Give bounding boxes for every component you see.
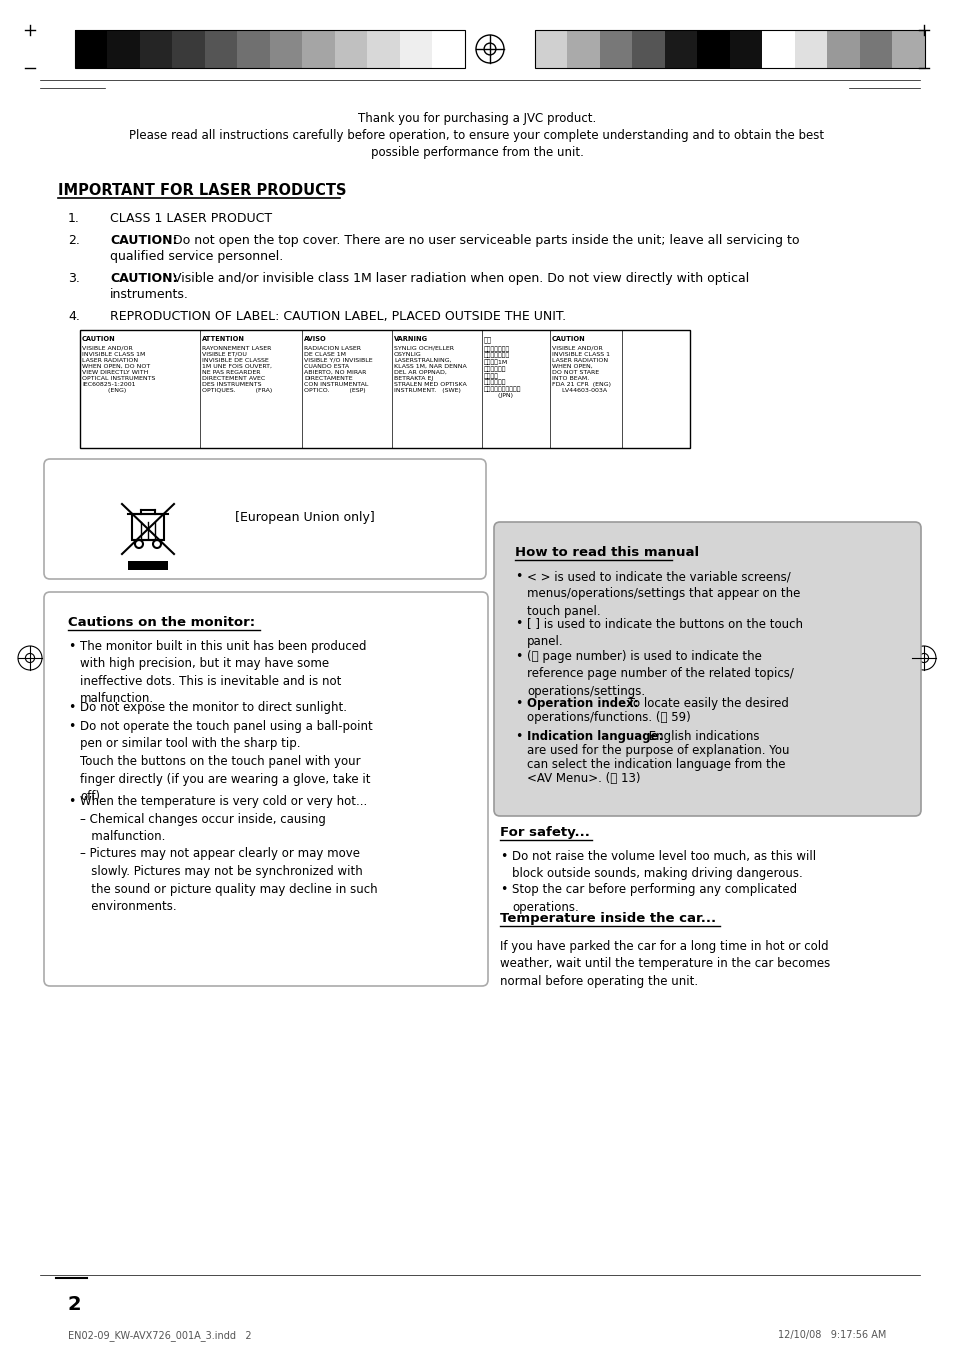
Text: Do not expose the monitor to direct sunlight.: Do not expose the monitor to direct sunl… [80,700,347,714]
Text: 2.: 2. [68,234,80,247]
Text: 3.: 3. [68,272,80,285]
Text: •: • [515,571,522,583]
Text: 1.: 1. [68,212,80,224]
Bar [535,30,924,68]
Bar [859,30,892,68]
Text: How to read this manual: How to read this manual [515,546,699,558]
Text: •: • [515,617,522,630]
Text: •: • [499,883,507,896]
Text: Stop the car before performing any complicated
operations.: Stop the car before performing any compl… [512,883,797,914]
Text: CAUTION:: CAUTION: [110,234,177,247]
Text: instruments.: instruments. [110,288,189,301]
Text: Do not operate the touch panel using a ball-point
pen or similar tool with the s: Do not operate the touch panel using a b… [80,721,373,803]
Bar [237,30,270,68]
Text: For safety...: For safety... [499,826,589,840]
Bar [140,30,172,68]
Text: To locate easily the desired: To locate easily the desired [623,698,788,710]
Text: VISIBLE AND/OR
INVISIBLE CLASS 1
LASER RADIATION
WHEN OPEN,
DO NOT STARE
INTO BE: VISIBLE AND/OR INVISIBLE CLASS 1 LASER R… [552,346,610,393]
Text: VARNING: VARNING [394,337,428,342]
Text: can select the indication language from the: can select the indication language from … [526,758,784,771]
Text: possible performance from the unit.: possible performance from the unit. [370,146,583,160]
Text: 注意: 注意 [483,337,492,342]
Bar [664,30,697,68]
Text: [ ] is used to indicate the buttons on the touch
panel.: [ ] is used to indicate the buttons on t… [526,617,802,648]
Bar [794,30,826,68]
Bar [302,30,335,68]
Bar [367,30,399,68]
Text: ATTENTION: ATTENTION [202,337,245,342]
Text: Visible and/or invisible class 1M laser radiation when open. Do not view directl: Visible and/or invisible class 1M laser … [172,272,748,285]
Text: Indication language:: Indication language: [526,730,662,744]
Text: •: • [68,795,75,808]
Bar [826,30,859,68]
Bar [599,30,632,68]
Text: •: • [68,721,75,733]
Text: 12/10/08   9:17:56 AM: 12/10/08 9:17:56 AM [777,1330,885,1340]
Text: REPRODUCTION OF LABEL: CAUTION LABEL, PLACED OUTSIDE THE UNIT.: REPRODUCTION OF LABEL: CAUTION LABEL, PL… [110,310,565,323]
FancyBboxPatch shape [44,592,488,986]
Bar [80,330,689,448]
Text: SYNLIG OCH/ELLER
OSYNLIG
LASERSTRALNING,
KLASS 1M, NAR DENNA
DEL AR OPPNAD,
BETR: SYNLIG OCH/ELLER OSYNLIG LASERSTRALNING,… [394,346,466,393]
Text: If you have parked the car for a long time in hot or cold
weather, wait until th: If you have parked the car for a long ti… [499,940,829,988]
Bar [432,30,464,68]
Text: < > is used to indicate the variable screens/
menus/operations/settings that app: < > is used to indicate the variable scr… [526,571,800,618]
Bar [172,30,205,68]
Text: are used for the purpose of explanation. You: are used for the purpose of explanation.… [526,744,789,757]
Bar [270,30,302,68]
Text: •: • [515,698,522,710]
Text: 4.: 4. [68,310,80,323]
Text: operations/functions. (ⓖ 59): operations/functions. (ⓖ 59) [526,711,690,725]
Text: CAUTION: CAUTION [552,337,585,342]
Text: CAUTION: CAUTION [82,337,115,342]
Text: Operation index:: Operation index: [526,698,638,710]
Text: Please read all instructions carefully before operation, to ensure your complete: Please read all instructions carefully b… [130,128,823,142]
Text: Thank you for purchasing a JVC product.: Thank you for purchasing a JVC product. [357,112,596,124]
Text: CAUTION:: CAUTION: [110,272,177,285]
Text: Temperature inside the car...: Temperature inside the car... [499,913,716,925]
Text: <AV Menu>. (ⓖ 13): <AV Menu>. (ⓖ 13) [526,772,639,786]
Text: English indications: English indications [644,730,759,744]
Text: •: • [515,650,522,662]
Text: 2: 2 [68,1295,82,1314]
Text: RADIACION LASER
DE CLASE 1M
VISIBLE Y/O INVISIBLE
CUANDO ESTA
ABIERTO, NO MIRAR
: RADIACION LASER DE CLASE 1M VISIBLE Y/O … [304,346,373,393]
Bar [132,514,164,539]
Text: IMPORTANT FOR LASER PRODUCTS: IMPORTANT FOR LASER PRODUCTS [58,183,346,197]
Bar [535,30,567,68]
Bar [128,561,168,571]
Bar [399,30,432,68]
FancyBboxPatch shape [44,458,485,579]
Text: VISIBLE AND/OR
INVISIBLE CLASS 1M
LASER RADIATION
WHEN OPEN, DO NOT
VIEW DIRECTL: VISIBLE AND/OR INVISIBLE CLASS 1M LASER … [82,346,155,393]
Text: Cautions on the monitor:: Cautions on the monitor: [68,617,254,629]
Text: AVISO: AVISO [304,337,327,342]
Text: Do not open the top cover. There are no user serviceable parts inside the unit; : Do not open the top cover. There are no … [172,234,799,247]
FancyBboxPatch shape [494,522,920,817]
Text: (ⓖ page number) is used to indicate the
reference page number of the related top: (ⓖ page number) is used to indicate the … [526,650,793,698]
Bar [335,30,367,68]
Bar [697,30,729,68]
Text: qualified service personnel.: qualified service personnel. [110,250,283,264]
Bar [567,30,599,68]
Text: •: • [515,730,522,744]
Text: EN02-09_KW-AVX726_001A_3.indd   2: EN02-09_KW-AVX726_001A_3.indd 2 [68,1330,252,1341]
Text: When the temperature is very cold or very hot...
– Chemical changes occur inside: When the temperature is very cold or ver… [80,795,377,913]
Text: •: • [499,850,507,863]
Text: RAYONNEMENT LASER
VISIBLE ET/OU
INVISIBLE DE CLASSE
1M UNE FOIS OUVERT,
NE PAS R: RAYONNEMENT LASER VISIBLE ET/OU INVISIBL… [202,346,272,393]
Text: [European Union only]: [European Union only] [234,511,375,525]
Bar [75,30,108,68]
Bar [75,30,464,68]
Bar [632,30,664,68]
Text: •: • [68,639,75,653]
Text: The monitor built in this unit has been produced
with high precision, but it may: The monitor built in this unit has been … [80,639,366,706]
Bar [108,30,140,68]
Text: ここを開くと可
視やらは不可視
のクラス1M
レーザー放射
出ます。
光学機器で直
視しないでください。
       (JPN): ここを開くと可 視やらは不可視 のクラス1M レーザー放射 出ます。 光学機器で… [483,346,521,397]
Text: Do not raise the volume level too much, as this will
block outside sounds, makin: Do not raise the volume level too much, … [512,850,815,880]
Bar [729,30,761,68]
Text: •: • [68,700,75,714]
Text: CLASS 1 LASER PRODUCT: CLASS 1 LASER PRODUCT [110,212,272,224]
Bar [761,30,794,68]
Bar [205,30,237,68]
Bar [892,30,924,68]
